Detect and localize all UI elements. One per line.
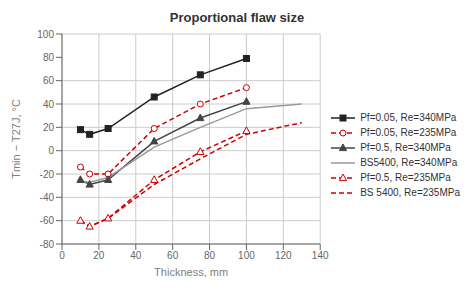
svg-text:100: 100 <box>238 250 255 261</box>
svg-text:40: 40 <box>130 250 142 261</box>
svg-text:0: 0 <box>48 145 54 156</box>
svg-text:0: 0 <box>59 250 65 261</box>
svg-text:-40: -40 <box>40 192 55 203</box>
svg-text:20: 20 <box>43 122 55 133</box>
html-text:Pf=0.05, Re=235MPa: Pf=0.05, Re=235MPa <box>360 127 457 138</box>
svg-text:-60: -60 <box>40 215 55 226</box>
svg-text:60: 60 <box>167 250 179 261</box>
svg-text:20: 20 <box>93 250 105 261</box>
svg-text:140: 140 <box>312 250 329 261</box>
svg-text:100: 100 <box>37 29 54 40</box>
html-text:BS5400, Re=340MPa: BS5400, Re=340MPa <box>360 157 458 168</box>
svg-text:120: 120 <box>275 250 292 261</box>
svg-text:60: 60 <box>43 75 55 86</box>
svg-text:80: 80 <box>43 52 55 63</box>
html-text:Pf=0.5, Re=235MPa: Pf=0.5, Re=235MPa <box>360 172 451 183</box>
html-text:Pf=0.05, Re=340MPa: Pf=0.05, Re=340MPa <box>360 112 457 123</box>
html-text:BS 5400, Re=235MPa: BS 5400, Re=235MPa <box>360 187 460 198</box>
svg-text:-20: -20 <box>40 169 55 180</box>
svg-text:40: 40 <box>43 99 55 110</box>
svg-text:-80: -80 <box>40 239 55 250</box>
svg-text:80: 80 <box>204 250 216 261</box>
html-text:Proportional flaw size: Proportional flaw size <box>169 10 305 25</box>
svg-text:Thickness, mm: Thickness, mm <box>154 266 228 278</box>
html-text:Pf=0.5, Re=340MPa: Pf=0.5, Re=340MPa <box>360 142 451 153</box>
svg-text:Tmin − T27J, °C: Tmin − T27J, °C <box>10 99 22 179</box>
